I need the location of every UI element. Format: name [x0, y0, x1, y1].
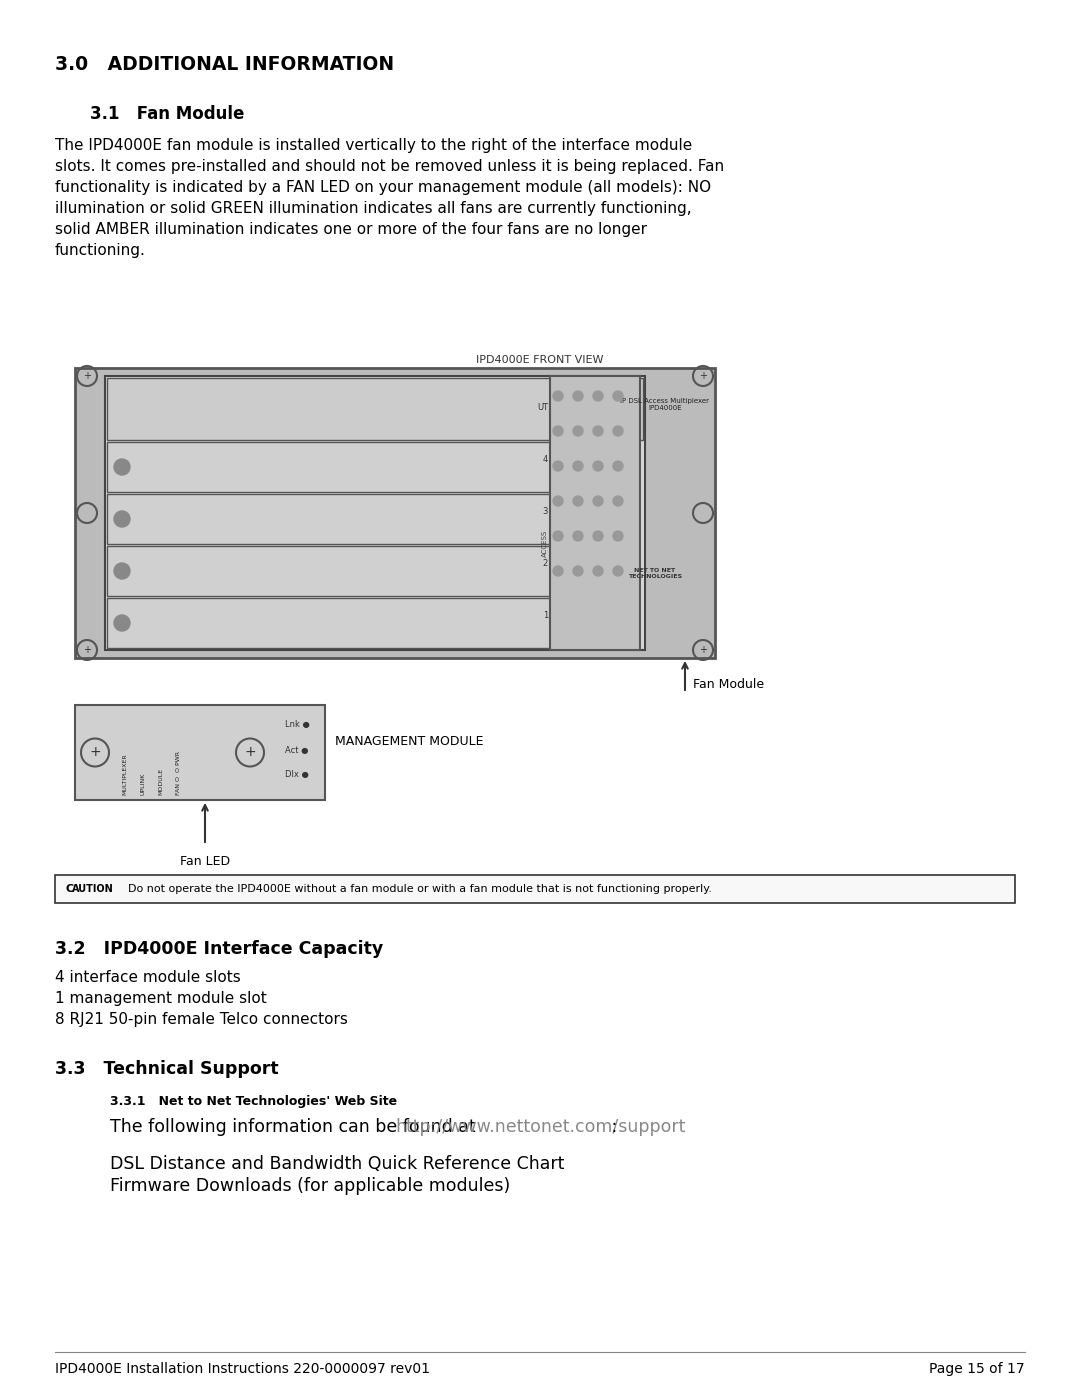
Circle shape — [613, 566, 623, 576]
Circle shape — [114, 615, 130, 631]
Circle shape — [573, 496, 583, 506]
Text: 3.1   Fan Module: 3.1 Fan Module — [90, 105, 244, 123]
Bar — [107, 598, 638, 648]
Text: The following information can be found at: The following information can be found a… — [110, 1118, 481, 1136]
Bar — [550, 376, 640, 650]
Text: UT: UT — [537, 404, 548, 412]
Text: Fan LED: Fan LED — [180, 855, 230, 868]
Circle shape — [553, 461, 563, 471]
Text: 1: 1 — [543, 612, 548, 620]
Text: solid AMBER illumination indicates one or more of the four fans are no longer: solid AMBER illumination indicates one o… — [55, 222, 647, 237]
Circle shape — [613, 426, 623, 436]
Text: illumination or solid GREEN illumination indicates all fans are currently functi: illumination or solid GREEN illumination… — [55, 201, 691, 217]
Text: 2: 2 — [543, 560, 548, 569]
Text: MANAGEMENT MODULE: MANAGEMENT MODULE — [335, 735, 484, 747]
Circle shape — [553, 391, 563, 401]
Text: UPLINK: UPLINK — [140, 773, 146, 795]
Bar — [107, 546, 638, 597]
Circle shape — [573, 531, 583, 541]
Text: +: + — [83, 372, 91, 381]
Text: :: : — [606, 1118, 618, 1136]
Circle shape — [613, 496, 623, 506]
Text: +: + — [699, 372, 707, 381]
Text: Fan Module: Fan Module — [693, 678, 765, 692]
Text: functionality is indicated by a FAN LED on your management module (all models): : functionality is indicated by a FAN LED … — [55, 180, 711, 196]
FancyBboxPatch shape — [55, 875, 1015, 902]
Text: Firmware Downloads (for applicable modules): Firmware Downloads (for applicable modul… — [110, 1178, 510, 1194]
Text: +: + — [699, 645, 707, 655]
Text: +: + — [244, 746, 256, 760]
Text: AUTION: AUTION — [72, 884, 113, 894]
Text: http://www.nettonet.com/support: http://www.nettonet.com/support — [395, 1118, 686, 1136]
Text: 3: 3 — [542, 507, 548, 517]
Text: 3.3   Technical Support: 3.3 Technical Support — [55, 1060, 279, 1078]
Circle shape — [593, 426, 603, 436]
Bar — [105, 376, 645, 650]
Circle shape — [613, 461, 623, 471]
Text: DSL Distance and Bandwidth Quick Reference Chart: DSL Distance and Bandwidth Quick Referen… — [110, 1155, 565, 1173]
Text: IPD4000E Installation Instructions 220-0000097 rev01: IPD4000E Installation Instructions 220-0… — [55, 1362, 430, 1376]
Circle shape — [593, 391, 603, 401]
Circle shape — [573, 461, 583, 471]
Circle shape — [553, 531, 563, 541]
Text: IP DSL Access Multiplexer
IPD4000E: IP DSL Access Multiplexer IPD4000E — [621, 398, 710, 411]
Circle shape — [593, 496, 603, 506]
Text: The IPD4000E fan module is installed vertically to the right of the interface mo: The IPD4000E fan module is installed ver… — [55, 138, 692, 154]
Text: Dlx ●: Dlx ● — [285, 771, 309, 780]
Text: IPD4000E FRONT VIEW: IPD4000E FRONT VIEW — [476, 355, 604, 365]
Text: +: + — [83, 645, 91, 655]
Text: 3.3.1   Net to Net Technologies' Web Site: 3.3.1 Net to Net Technologies' Web Site — [110, 1095, 397, 1108]
Circle shape — [553, 496, 563, 506]
Circle shape — [593, 461, 603, 471]
Text: MODULE: MODULE — [159, 768, 163, 795]
Circle shape — [114, 460, 130, 475]
Text: +: + — [90, 746, 100, 760]
Bar — [107, 495, 638, 543]
Circle shape — [114, 563, 130, 578]
Circle shape — [573, 566, 583, 576]
FancyBboxPatch shape — [75, 705, 325, 800]
Circle shape — [613, 531, 623, 541]
Text: 4: 4 — [543, 455, 548, 464]
Text: Do not operate the IPD4000E without a fan module or with a fan module that is no: Do not operate the IPD4000E without a fa… — [129, 884, 712, 894]
Text: slots. It comes pre-installed and should not be removed unless it is being repla: slots. It comes pre-installed and should… — [55, 159, 724, 175]
Circle shape — [613, 391, 623, 401]
Text: Act ●: Act ● — [285, 746, 309, 754]
Circle shape — [573, 391, 583, 401]
Text: FAN O  O PWR: FAN O O PWR — [176, 752, 181, 795]
Text: MULTIPLEXER: MULTIPLEXER — [122, 753, 127, 795]
Circle shape — [553, 566, 563, 576]
Text: 3.2   IPD4000E Interface Capacity: 3.2 IPD4000E Interface Capacity — [55, 940, 383, 958]
Circle shape — [114, 511, 130, 527]
Text: Lnk ●: Lnk ● — [285, 721, 310, 729]
Bar — [107, 379, 643, 440]
Text: C: C — [65, 884, 73, 894]
Text: 8 RJ21 50-pin female Telco connectors: 8 RJ21 50-pin female Telco connectors — [55, 1011, 348, 1027]
Circle shape — [593, 531, 603, 541]
Circle shape — [553, 426, 563, 436]
Circle shape — [573, 426, 583, 436]
Circle shape — [593, 566, 603, 576]
FancyBboxPatch shape — [75, 367, 715, 658]
Text: 1 management module slot: 1 management module slot — [55, 990, 267, 1006]
Text: Page 15 of 17: Page 15 of 17 — [930, 1362, 1025, 1376]
Text: 4 interface module slots: 4 interface module slots — [55, 970, 241, 985]
Text: 3.0   ADDITIONAL INFORMATION: 3.0 ADDITIONAL INFORMATION — [55, 54, 394, 74]
Text: NET TO NET
TECHNOLOGIES: NET TO NET TECHNOLOGIES — [627, 569, 683, 578]
Bar — [107, 441, 638, 492]
Text: ACCESS: ACCESS — [542, 529, 548, 556]
Text: functioning.: functioning. — [55, 243, 146, 258]
